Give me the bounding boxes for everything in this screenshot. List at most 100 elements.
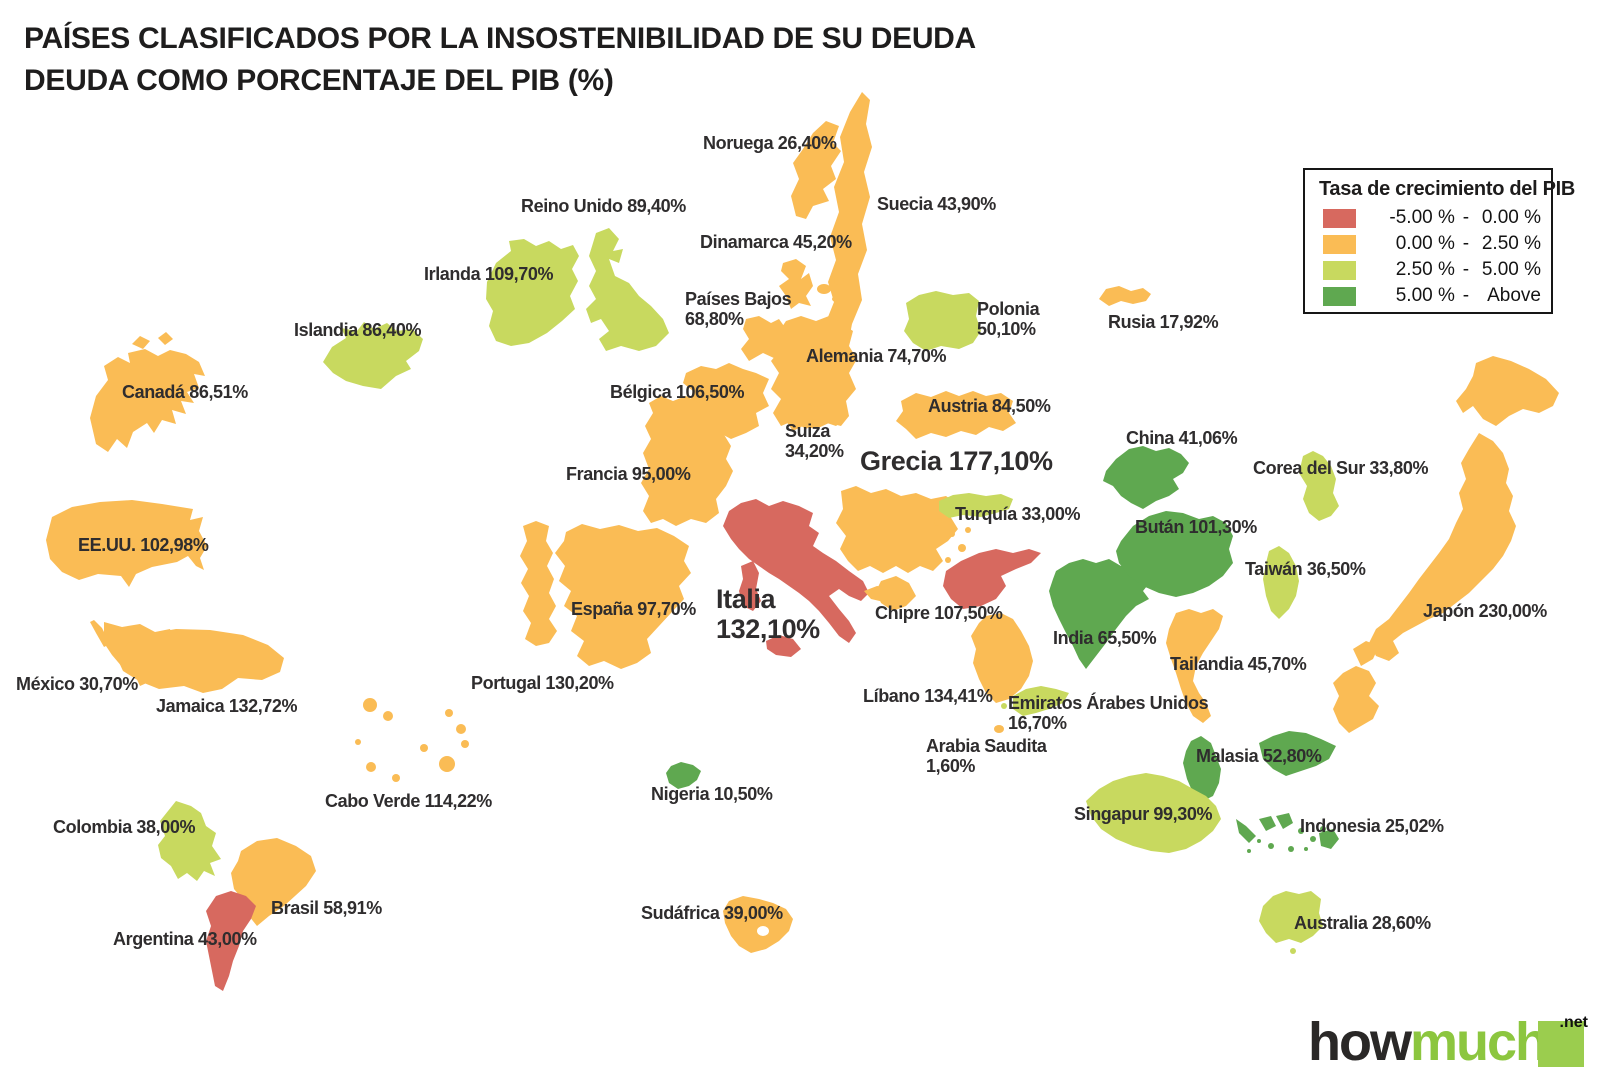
shape-cabo-verde-island — [439, 756, 455, 772]
shape-india — [1049, 559, 1151, 669]
shape-indonesia-island — [1320, 826, 1326, 832]
title-line-1: PAÍSES CLASIFICADOS POR LA INSOSTENIBILI… — [24, 22, 976, 55]
shape-suiza — [786, 403, 849, 431]
country-label-espana: España 97,70% — [571, 599, 696, 619]
shape-canada — [90, 349, 205, 452]
shape-china — [1103, 446, 1189, 509]
country-label-grecia: Grecia 177,10% — [860, 446, 1053, 476]
shape-dinamarca-island — [817, 284, 831, 294]
country-label-cabo-verde: Cabo Verde 114,22% — [325, 791, 492, 811]
shape-indonesia-java — [1259, 816, 1276, 831]
country-label-india: India 65,50% — [1053, 628, 1157, 648]
title-line-2: DEUDA COMO PORCENTAJE DEL PIB (%) — [24, 64, 614, 97]
shape-australia-tasmania — [1290, 948, 1296, 954]
shape-dinamarca-island — [832, 296, 840, 302]
country-label-turquia: Turquía 33,00% — [955, 504, 1081, 524]
legend-range-to: 5.00 % — [1481, 259, 1541, 280]
legend-range-to: Above — [1487, 285, 1541, 306]
shape-portugal — [520, 521, 557, 646]
shape-malasia-east — [1259, 731, 1336, 776]
shape-italia-sicily — [766, 635, 801, 657]
legend-items: -5.00 % -0.00 % 0.00 % -2.50 % 2.50 % -5.00 %… — [1317, 205, 1541, 309]
country-label-paises-bajos: Países Bajos 68,80% — [685, 289, 792, 330]
country-label-emiratos: Emiratos Árabes Unidos 16,70% — [1008, 693, 1209, 734]
legend-range-from: 0.00 % — [1395, 233, 1455, 254]
legend-range-separator: - — [1462, 233, 1470, 254]
country-label-nigeria: Nigeria 10,50% — [651, 784, 773, 804]
country-label-tailandia: Tailandia 45,70% — [1170, 654, 1307, 674]
country-label-francia: Francia 95,00% — [566, 464, 691, 484]
shape-grecia-island — [934, 518, 942, 526]
shape-indonesia-island — [1310, 836, 1316, 842]
country-label-sudafrica: Sudáfrica 39,00% — [641, 903, 783, 923]
country-label-singapur: Singapur 99,30% — [1074, 804, 1213, 824]
shape-arabia-saudita — [994, 725, 1004, 733]
legend-swatch-mid — [1323, 260, 1356, 280]
shape-cabo-verde-island — [366, 762, 376, 772]
shape-cabo-verde-island — [456, 724, 466, 734]
country-label-irlanda: Irlanda 109,70% — [424, 264, 554, 284]
shape-eeuu — [46, 500, 207, 587]
shape-suecia — [826, 92, 872, 350]
shape-paises-bajos — [741, 316, 789, 361]
logo-suffix: .net — [1559, 1014, 1588, 1031]
shape-grecia-crete — [864, 586, 903, 602]
shape-butan — [1116, 511, 1233, 597]
legend-swatch-neg — [1323, 208, 1356, 228]
shape-dinamarca — [779, 259, 813, 309]
shape-japon-honshu — [1369, 433, 1516, 661]
shape-turquia — [939, 493, 1013, 518]
shape-cabo-verde-island — [383, 711, 393, 721]
legend-swatch-high — [1323, 286, 1356, 306]
shape-emiratos — [1013, 686, 1069, 716]
legend-item-mid: 2.50 % -5.00 % — [1317, 257, 1541, 283]
shape-austria — [896, 391, 1016, 439]
shape-corea-del-sur — [1299, 451, 1339, 521]
shape-colombia — [158, 801, 221, 881]
shape-malasia-peninsula — [1183, 736, 1221, 801]
shape-dinamarca-island — [834, 277, 844, 285]
country-label-austria: Austria 84,50% — [928, 396, 1051, 416]
shape-grecia-island — [949, 531, 955, 537]
legend-range-separator: - — [1462, 259, 1470, 280]
country-label-colombia: Colombia 38,00% — [53, 817, 196, 837]
shape-irlanda — [486, 239, 579, 346]
howmuch-logo: how much .net — [1308, 1011, 1588, 1073]
shape-cabo-verde-island — [355, 739, 361, 745]
shape-grecia-island — [945, 557, 951, 563]
shape-indonesia-island — [1304, 847, 1308, 851]
country-label-suiza: Suiza 34,20% — [785, 421, 844, 462]
shape-canada-island — [132, 336, 150, 349]
page-title: PAÍSES CLASIFICADOS POR LA INSOSTENIBILI… — [24, 18, 976, 102]
country-label-libano: Líbano 134,41% — [863, 686, 993, 706]
shape-cabo-verde-island — [461, 740, 469, 748]
country-label-australia: Australia 28,60% — [1294, 913, 1431, 933]
shape-libano — [971, 613, 1033, 703]
legend-item-low: 0.00 % -2.50 % — [1317, 231, 1541, 257]
legend-item-neg: -5.00 % -0.00 % — [1317, 205, 1541, 231]
shape-singapur — [1086, 773, 1221, 853]
shape-australia — [1259, 891, 1323, 943]
shape-cabo-verde-island — [445, 709, 453, 717]
country-label-rusia: Rusia 17,92% — [1108, 312, 1219, 332]
country-label-canada: Canadá 86,51% — [122, 382, 248, 402]
shape-canada-island — [158, 332, 173, 345]
legend: Tasa de crecimiento del PIB -5.00 % -0.00… — [1303, 168, 1575, 314]
legend-range-separator: - — [1462, 207, 1470, 228]
shape-japon-kyushu — [1333, 666, 1379, 733]
shape-indonesia-borneo — [1276, 813, 1293, 829]
legend-range-to: 2.50 % — [1481, 233, 1541, 254]
country-label-malasia: Malasia 52,80% — [1196, 746, 1322, 766]
country-label-alemania: Alemania 74,70% — [806, 346, 947, 366]
country-label-japon: Japón 230,00% — [1423, 601, 1547, 621]
legend-range-to: 0.00 % — [1481, 207, 1541, 228]
shape-grecia — [836, 486, 958, 573]
shape-noruega — [791, 121, 841, 219]
lesotho-hole — [757, 926, 769, 936]
shape-indonesia-island — [1247, 849, 1251, 853]
country-label-noruega: Noruega 26,40% — [703, 133, 837, 153]
shape-argentina — [206, 891, 256, 991]
country-label-dinamarca: Dinamarca 45,20% — [700, 232, 852, 252]
country-label-polonia: Polonia 50,10% — [977, 299, 1040, 340]
legend-range-separator: - — [1462, 285, 1470, 306]
